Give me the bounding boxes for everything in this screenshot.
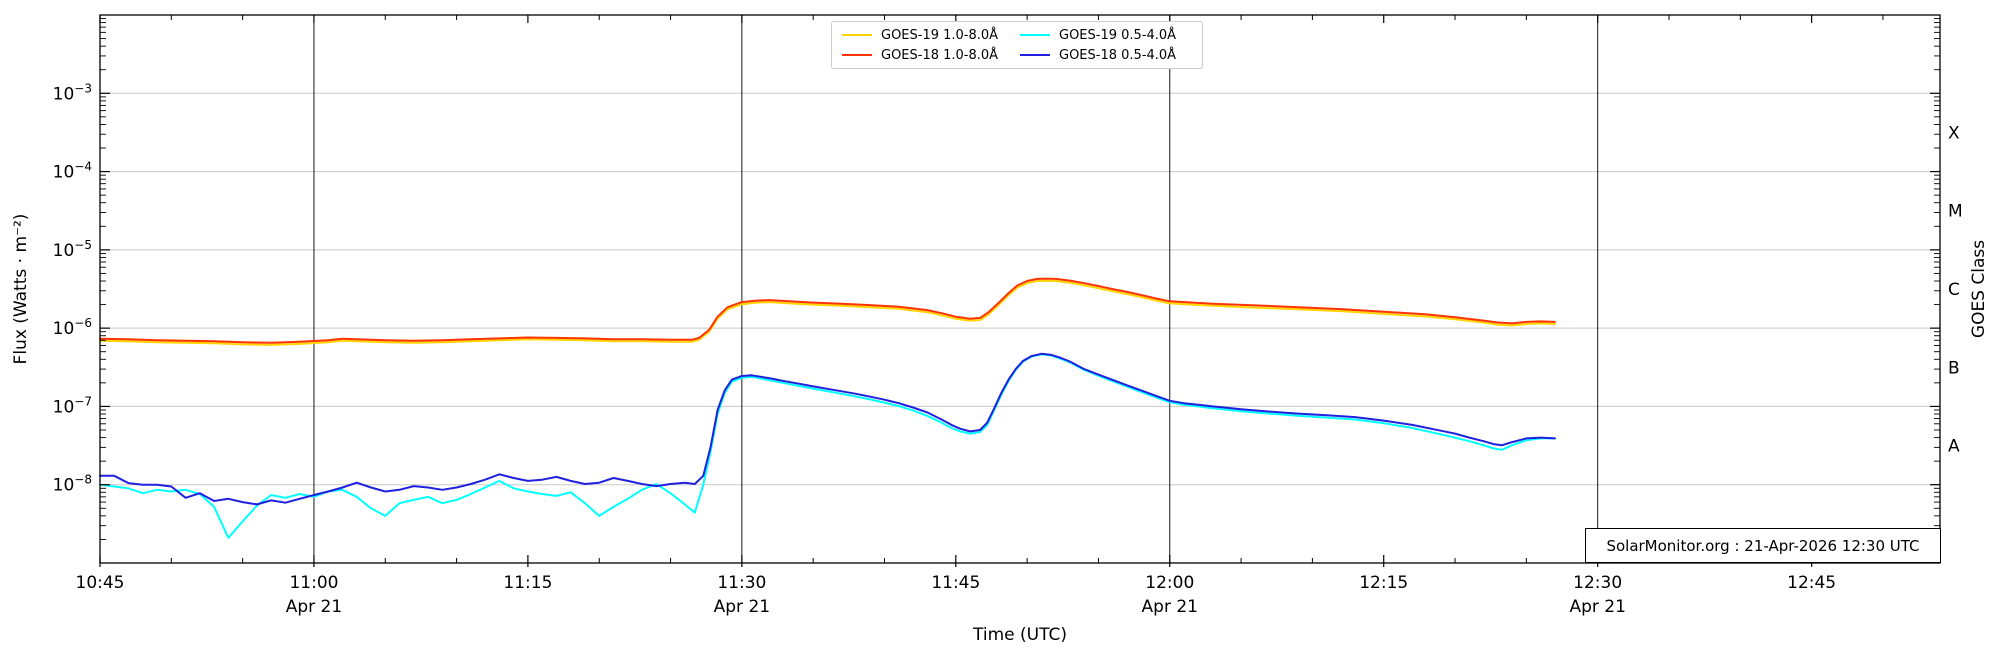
legend-item-goes19-short: GOES-19 0.5-4.0Å: [1020, 28, 1192, 43]
series-goes18-long: [99, 277, 1556, 344]
x-tick-label-11:00: 11:00: [289, 573, 338, 593]
x-tick-label-12:00: 12:00: [1145, 573, 1194, 593]
legend: GOES-19 1.0-8.0Å GOES-19 0.5-4.0Å GOES-1…: [831, 21, 1203, 69]
y-tick-label-1e-8: 10−8: [53, 473, 92, 496]
x-tick-label-12:15: 12:15: [1359, 573, 1408, 593]
x-tick-label-12:45: 12:45: [1787, 573, 1836, 593]
legend-swatch-goes18-short-icon: [1020, 54, 1050, 56]
x-tick-date-label: Apr 21: [1569, 597, 1625, 617]
x-tick-label-11:45: 11:45: [931, 573, 980, 593]
goes-class-label-B: B: [1948, 358, 1960, 378]
goes-class-label-X: X: [1948, 123, 1960, 143]
y-tick-label-1e-4: 10−4: [53, 160, 92, 183]
legend-swatch-goes18-long-icon: [842, 54, 872, 56]
goes-class-label-A: A: [1948, 437, 1960, 457]
x-tick-label-11:30: 11:30: [717, 573, 766, 593]
legend-label-goes19-long: GOES-19 1.0-8.0Å: [881, 27, 999, 43]
x-tick-date-label: Apr 21: [714, 597, 770, 617]
y-tick-label-1e-3: 10−3: [53, 81, 92, 104]
y-axis-title: Flux (Watts · m⁻²): [11, 214, 31, 365]
legend-label-goes18-short: GOES-18 0.5-4.0Å: [1059, 47, 1177, 63]
y-tick-label-1e-6: 10−6: [53, 316, 92, 339]
x-tick-label-10:45: 10:45: [76, 573, 125, 593]
legend-label-goes18-long: GOES-18 1.0-8.0Å: [881, 47, 999, 63]
series-goes18-short: [99, 352, 1556, 506]
x-tick-date-label: Apr 21: [1142, 597, 1198, 617]
legend-label-goes19-short: GOES-19 0.5-4.0Å: [1059, 27, 1177, 43]
legend-item-goes18-long: GOES-18 1.0-8.0Å: [842, 48, 1014, 63]
x-tick-label-11:15: 11:15: [503, 573, 552, 593]
x-tick-date-label: Apr 21: [286, 597, 342, 617]
series-goes19-short: [99, 353, 1556, 539]
goes-class-label-M: M: [1948, 202, 1963, 222]
legend-item-goes18-short: GOES-18 0.5-4.0Å: [1020, 48, 1192, 63]
goes-class-label-C: C: [1948, 280, 1960, 300]
y-tick-label-1e-7: 10−7: [53, 394, 92, 417]
legend-swatch-goes19-short-icon: [1020, 34, 1050, 36]
y-tick-label-1e-5: 10−5: [53, 238, 92, 261]
axes-frame: [99, 14, 1941, 564]
x-axis-title: Time (UTC): [972, 625, 1067, 645]
legend-swatch-goes19-long-icon: [842, 34, 872, 36]
series-goes19-long: [99, 279, 1556, 346]
solarmonitor-watermark: SolarMonitor.org : 21-Apr-2026 12:30 UTC: [1585, 528, 1941, 563]
solarmonitor-watermark-text: SolarMonitor.org : 21-Apr-2026 12:30 UTC: [1606, 536, 1920, 555]
legend-item-goes19-long: GOES-19 1.0-8.0Å: [842, 28, 1014, 43]
y2-axis-title: GOES Class: [1969, 240, 1989, 338]
x-tick-label-12:30: 12:30: [1573, 573, 1622, 593]
